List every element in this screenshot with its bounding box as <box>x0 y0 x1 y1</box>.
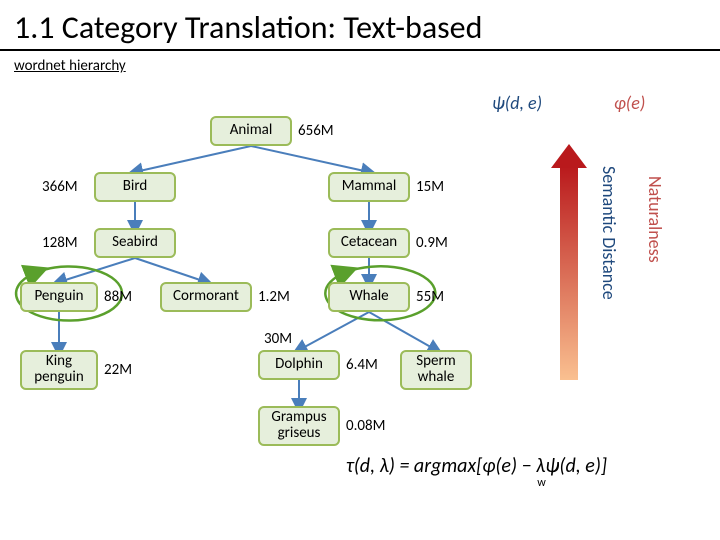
edge-whale-dolphin <box>299 312 369 350</box>
edge-animal-bird <box>135 146 251 172</box>
semantic-distance-label: Semantic Distance <box>598 166 620 300</box>
count-seabird: 128M <box>42 234 78 252</box>
edge-seabird-cormorant <box>135 258 206 282</box>
count-kingpenguin: 22M <box>104 361 132 379</box>
count-cormorant: 1.2M <box>258 288 290 306</box>
naturalness-label: Naturalness <box>644 176 666 263</box>
count-grampus: 0.08M <box>346 417 385 435</box>
count-bird: 366M <box>42 178 78 196</box>
psi-symbol: ψ(d, e) <box>492 92 542 114</box>
node-cormorant: Cormorant <box>160 282 252 312</box>
edge-animal-mammal <box>251 146 369 172</box>
count-cetacean: 0.9M <box>416 234 448 252</box>
count-animal: 656M <box>298 122 334 140</box>
phi-symbol: φ(e) <box>614 92 645 114</box>
node-grampus: Grampus griseus <box>258 406 340 446</box>
node-dolphin: Dolphin <box>258 350 340 380</box>
count-whale: 55M <box>416 288 444 306</box>
node-whale: Whale <box>328 282 410 312</box>
node-cetacean: Cetacean <box>328 228 410 258</box>
node-spermwhale: Sperm whale <box>400 350 472 390</box>
edge-whale-spermwhale <box>369 312 436 350</box>
tau-formula: τ(d, λ) = argmax[φ(e) − λψ(d, e)] w <box>346 454 607 490</box>
count-dolphin: 6.4M <box>346 356 378 374</box>
node-animal: Animal <box>210 116 292 146</box>
edge-seabird-penguin <box>59 258 135 282</box>
node-kingpenguin: King penguin <box>20 350 98 390</box>
node-seabird: Seabird <box>94 228 176 258</box>
node-bird: Bird <box>94 172 176 202</box>
count30-dolphin: 30M <box>264 330 292 348</box>
count-mammal: 15M <box>416 178 444 196</box>
diagram-canvas: ψ(d, e) φ(e) Semantic Distance Naturalne… <box>0 0 720 540</box>
node-mammal: Mammal <box>328 172 410 202</box>
count-penguin: 88M <box>104 288 132 306</box>
node-penguin: Penguin <box>20 282 98 312</box>
